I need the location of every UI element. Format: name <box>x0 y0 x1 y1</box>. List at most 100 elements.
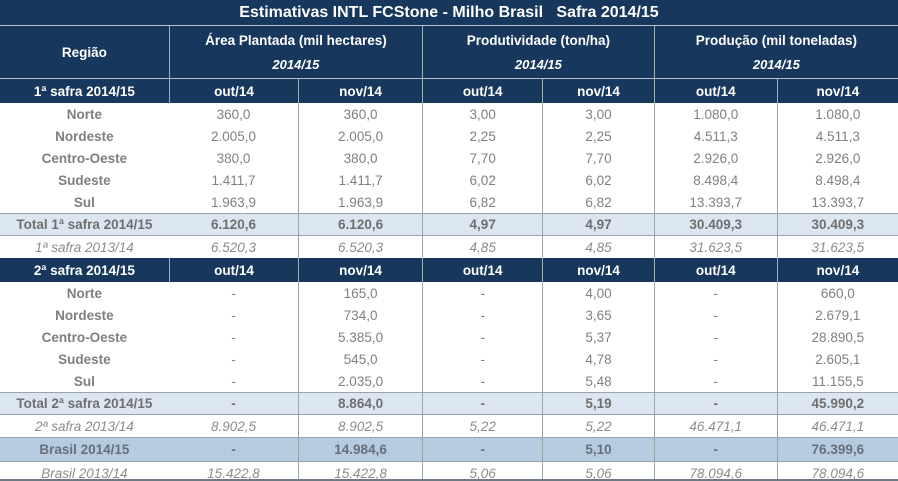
value-cell: 2.605,1 <box>776 348 898 370</box>
row-label: Centro-Oeste <box>41 150 128 166</box>
value-cell: 5.385,0 <box>298 326 422 348</box>
value-cell: 46.471,1 <box>653 415 777 437</box>
row-label: Brasil 2013/14 <box>41 465 128 481</box>
value-cell: 6,02 <box>542 169 653 191</box>
value-cell: 4,85 <box>542 236 653 258</box>
value-cell: 13.393,7 <box>776 191 898 213</box>
value-cell: 15.422,8 <box>298 462 422 479</box>
value-cell: - <box>231 329 236 345</box>
value-cell: - <box>231 396 236 411</box>
value-cell: 5,48 <box>542 370 653 392</box>
row-label: 2ª safra 2013/14 <box>34 418 134 434</box>
value-cell: 31.623,5 <box>653 236 777 258</box>
table-row: Norte -165,0-4,00-660,0 <box>0 282 898 304</box>
table-row: Sul -2.035,0-5,48-11.155,5 <box>0 370 898 392</box>
title-row: Estimativas INTL FCStone - Milho Brasil … <box>0 0 898 26</box>
month-column-header: nov/14 <box>298 79 422 103</box>
row-label: Total 2ª safra 2014/15 <box>16 396 153 411</box>
month-column-header: out/14 <box>168 258 298 282</box>
value-cell: 3,00 <box>542 103 653 125</box>
table-row: Norte 360,0 360,0 3,00 3,00 1.080,0 1.080,0 <box>0 103 898 125</box>
month-column-header: nov/14 <box>776 79 898 103</box>
value-cell: - <box>653 348 777 370</box>
value-cell: 46.471,1 <box>776 415 898 437</box>
value-cell: 165,0 <box>298 282 422 304</box>
group-season: 2014/15 <box>514 57 562 72</box>
table-row: Sudeste -545,0-4,78-2.605,1 <box>0 348 898 370</box>
value-cell: - <box>653 438 777 461</box>
value-cell: 31.623,5 <box>776 236 898 258</box>
value-cell: 1.080,0 <box>653 103 777 125</box>
row-label: Norte <box>66 106 103 122</box>
row-label: Norte <box>66 285 103 301</box>
value-cell: 8.498,4 <box>653 169 777 191</box>
section-header-row: 2ª safra 2014/15 out/14 nov/14 out/14 nov/14… <box>0 258 898 282</box>
row-label: Sul <box>73 194 95 210</box>
value-cell: 76.399,6 <box>776 438 898 461</box>
value-cell: 1.411,7 <box>298 169 422 191</box>
value-cell: 1.963,9 <box>210 194 256 210</box>
column-group-area-plantada: Área Plantada (mil hectares) 2014/15 <box>168 26 422 78</box>
value-cell: 5,22 <box>422 415 542 437</box>
value-cell: 360,0 <box>298 103 422 125</box>
value-cell: 6,02 <box>422 169 542 191</box>
value-cell: 5,06 <box>542 462 653 479</box>
value-cell: - <box>231 307 236 323</box>
value-cell: 2.005,0 <box>210 128 256 144</box>
value-cell: - <box>653 393 777 414</box>
value-cell: 14.984,6 <box>298 438 422 461</box>
table-row: Total 1ª safra 2014/15 6.120,6 6.120,6 4,97… <box>0 213 898 236</box>
value-cell: 6.120,6 <box>210 217 256 232</box>
value-cell: - <box>653 370 777 392</box>
value-cell: - <box>231 373 236 389</box>
value-cell: 1.080,0 <box>776 103 898 125</box>
value-cell: - <box>422 326 542 348</box>
month-column-header: nov/14 <box>542 79 653 103</box>
column-header-row: Região Área Plantada (mil hectares) 2014… <box>0 26 898 79</box>
value-cell: 380,0 <box>298 147 422 169</box>
section-header-row: 1ª safra 2014/15 out/14 nov/14 out/14 nov/14… <box>0 79 898 103</box>
group-season: 2014/15 <box>272 57 320 72</box>
table-row: Nordeste 2.005,0 2.005,0 2,25 2,25 4.511,3 4.5… <box>0 125 898 147</box>
month-column-header: out/14 <box>168 79 298 103</box>
month-column-header: nov/14 <box>776 258 898 282</box>
table-row: Centro-Oeste -5.385,0-5,37-28.890,5 <box>0 326 898 348</box>
value-cell: 6.120,6 <box>298 214 422 235</box>
table-body: 1ª safra 2014/15 out/14 nov/14 out/14 nov/14… <box>0 79 898 481</box>
value-cell: 360,0 <box>216 106 251 122</box>
value-cell: 5,37 <box>542 326 653 348</box>
value-cell: 4,78 <box>542 348 653 370</box>
table-row: Brasil 2013/14 15.422,8 15.422,8 5,06 5,06 78… <box>0 462 898 481</box>
table-row: Total 2ª safra 2014/15-8.864,0-5,19-45.9… <box>0 392 898 415</box>
row-label: Total 1ª safra 2014/15 <box>16 217 153 232</box>
value-cell: - <box>231 285 236 301</box>
value-cell: 5,10 <box>542 438 653 461</box>
value-cell: 78.094,6 <box>776 462 898 479</box>
table-title: Estimativas INTL FCStone - Milho Brasil … <box>239 3 659 21</box>
value-cell: 2.005,0 <box>298 125 422 147</box>
table-row: Centro-Oeste 380,0 380,0 7,70 7,70 2.926,0 2.9… <box>0 147 898 169</box>
group-label: Área Plantada (mil hectares) <box>205 33 387 48</box>
table-row: Brasil 2014/15-14.984,6-5,10-76.399,6 <box>0 437 898 462</box>
value-cell: 2.035,0 <box>298 370 422 392</box>
table-row: Sul 1.963,9 1.963,9 6,82 6,82 13.393,7 13.393,… <box>0 191 898 213</box>
value-cell: 11.155,5 <box>776 370 898 392</box>
table-row: 2ª safra 2013/14 8.902,5 8.902,5 5,22 5,22 46… <box>0 415 898 437</box>
value-cell: 4,97 <box>542 214 653 235</box>
row-label: Brasil 2014/15 <box>39 442 130 457</box>
value-cell: - <box>422 370 542 392</box>
row-label: Nordeste <box>55 307 114 323</box>
value-cell: - <box>422 282 542 304</box>
value-cell: - <box>422 348 542 370</box>
value-cell: 2,25 <box>422 125 542 147</box>
value-cell: 15.422,8 <box>207 465 260 481</box>
value-cell: 734,0 <box>298 304 422 326</box>
value-cell: 28.890,5 <box>776 326 898 348</box>
value-cell: 2.926,0 <box>653 147 777 169</box>
value-cell: 13.393,7 <box>653 191 777 213</box>
group-season: 2014/15 <box>752 57 800 72</box>
value-cell: - <box>653 282 777 304</box>
value-cell: 6.520,3 <box>298 236 422 258</box>
value-cell: 4,97 <box>422 214 542 235</box>
value-cell: 4,00 <box>542 282 653 304</box>
